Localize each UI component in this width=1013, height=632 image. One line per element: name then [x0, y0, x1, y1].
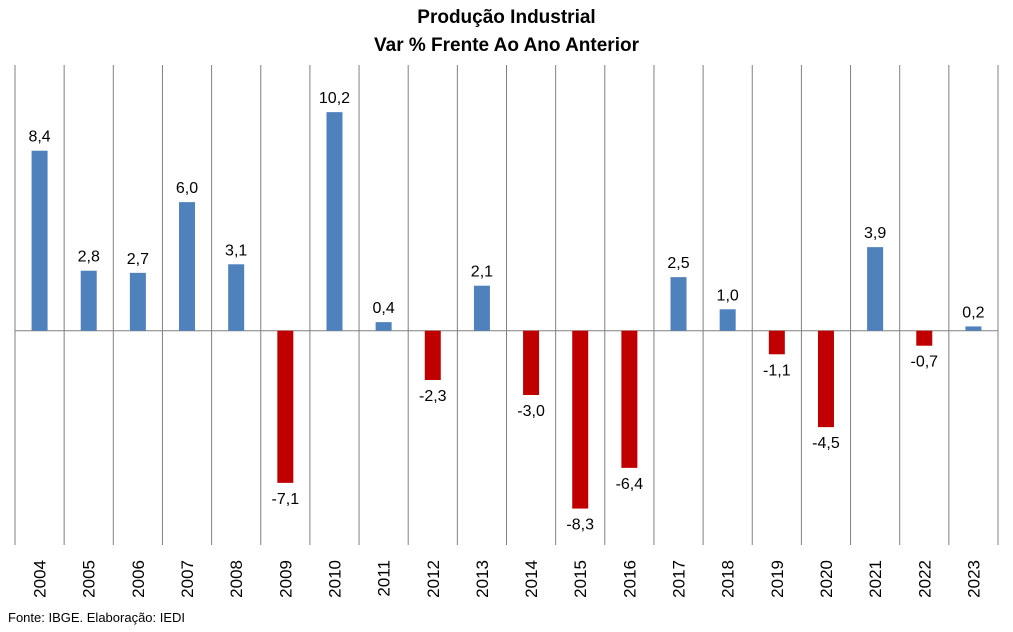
x-tick-2022: 2022 [915, 560, 934, 598]
x-tick-2012: 2012 [424, 560, 443, 598]
data-label-2006: 2,7 [127, 251, 149, 268]
x-tick-2015: 2015 [571, 560, 590, 598]
bar-2009 [277, 330, 294, 483]
bar-2021 [867, 247, 884, 331]
bar-2013 [473, 285, 490, 331]
x-tick-2013: 2013 [473, 560, 492, 598]
data-label-2015: -8,3 [566, 517, 594, 534]
x-tick-2008: 2008 [227, 560, 246, 598]
x-tick-2017: 2017 [670, 560, 689, 598]
bar-2020 [817, 330, 834, 428]
x-tick-2019: 2019 [768, 560, 787, 598]
x-tick-labels: 2004 2005 2006 2007 2008 2009 2010 2011 2012 2013… [31, 560, 984, 598]
data-label-2011: 0,4 [373, 300, 395, 317]
data-label-2010: 10,2 [319, 90, 350, 107]
data-label-2005: 2,8 [78, 249, 100, 266]
bars [31, 112, 982, 509]
data-label-2019: -1,1 [763, 362, 791, 379]
x-tick-2004: 2004 [31, 560, 50, 598]
bar-2022 [916, 330, 933, 346]
data-label-2007: 6,0 [176, 180, 198, 197]
x-tick-2020: 2020 [817, 560, 836, 598]
bar-2014 [523, 330, 540, 395]
bar-2015 [572, 330, 589, 509]
source-note: Fonte: IBGE. Elaboração: IEDI [8, 610, 186, 625]
bar-2023 [965, 326, 982, 331]
x-tick-2018: 2018 [719, 560, 738, 598]
bar-2019 [768, 330, 785, 355]
data-labels: 8,4 2,8 2,7 6,0 3,1 -7,1 10,2 0,4 -2,3 2,1 -3,0 -8,… [28, 90, 984, 533]
bar-2017 [670, 277, 687, 331]
bar-2004 [31, 150, 48, 331]
data-label-2009: -7,1 [272, 491, 300, 508]
x-tick-2014: 2014 [522, 560, 541, 598]
x-tick-2010: 2010 [325, 560, 344, 598]
x-tick-2005: 2005 [80, 560, 99, 598]
x-tick-2021: 2021 [866, 560, 885, 598]
data-label-2016: -6,4 [616, 476, 644, 493]
x-tick-2016: 2016 [620, 560, 639, 598]
bar-2011 [375, 322, 392, 331]
bar-2012 [424, 330, 441, 380]
data-label-2018: 1,0 [717, 287, 739, 304]
x-tick-2011: 2011 [375, 560, 394, 597]
data-label-2012: -2,3 [419, 388, 447, 405]
x-tick-2023: 2023 [964, 560, 983, 598]
data-label-2017: 2,5 [667, 255, 689, 272]
chart-title-line-1: Produção Industrial [417, 7, 596, 28]
bar-2008 [228, 264, 245, 331]
x-tick-2009: 2009 [276, 560, 295, 598]
data-label-2004: 8,4 [28, 129, 50, 146]
chart-title: Produção Industrial Var % Frente Ao Ano … [0, 4, 1013, 60]
data-label-2023: 0,2 [962, 304, 984, 321]
data-label-2020: -4,5 [812, 435, 840, 452]
data-label-2022: -0,7 [910, 354, 938, 371]
data-label-2013: 2,1 [471, 264, 493, 281]
bar-2006 [129, 272, 146, 331]
data-label-2021: 3,9 [864, 225, 886, 242]
data-label-2014: -3,0 [517, 403, 545, 420]
bar-2007 [179, 202, 196, 331]
bar-2010 [326, 112, 343, 331]
bar-2005 [80, 270, 97, 331]
bar-2018 [719, 309, 736, 331]
gridlines [14, 65, 999, 545]
bar-2016 [621, 330, 638, 468]
x-tick-2007: 2007 [178, 560, 197, 598]
data-label-2008: 3,1 [225, 242, 247, 259]
x-tick-2006: 2006 [129, 560, 148, 598]
chart-title-line-2: Var % Frente Ao Ano Anterior [374, 35, 639, 56]
